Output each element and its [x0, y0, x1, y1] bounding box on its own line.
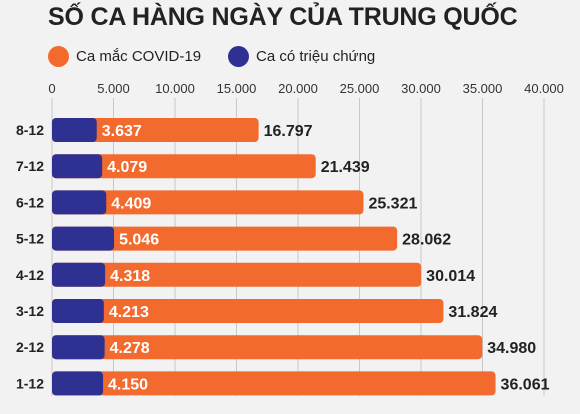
category-label: 2-12 [16, 339, 44, 355]
bar-symptomatic [52, 190, 107, 215]
x-tick-label: 25.000 [340, 81, 380, 96]
data-label-cases: 34.980 [487, 340, 536, 357]
data-label-cases: 31.824 [448, 304, 497, 321]
legend-swatch-cases [48, 46, 69, 67]
data-label-cases: 28.062 [402, 232, 451, 249]
category-label: 6-12 [16, 194, 44, 210]
bar-symptomatic [52, 154, 103, 179]
x-tick-label: 10.000 [155, 81, 195, 96]
bar-symptomatic [52, 262, 106, 287]
bar-symptomatic [52, 335, 105, 360]
legend-item-symptomatic: Ca có triệu chứng [228, 46, 375, 67]
legend-label-symptomatic: Ca có triệu chứng [256, 48, 376, 65]
legend-label-cases: Ca mắc COVID-19 [76, 48, 202, 65]
data-label-symptomatic: 5.046 [119, 232, 159, 249]
data-label-symptomatic: 4.318 [110, 268, 150, 285]
bar-cases [52, 226, 398, 251]
x-tick-label: 30.000 [401, 81, 441, 96]
category-label: 8-12 [16, 122, 44, 138]
x-tick-label: 35.000 [463, 81, 503, 96]
category-label: 4-12 [16, 267, 44, 283]
x-tick-label: 5.000 [97, 81, 130, 96]
data-label-cases: 30.014 [426, 268, 475, 285]
x-tick-label: 20.000 [278, 81, 318, 96]
data-label-cases: 21.439 [321, 159, 370, 176]
bar-symptomatic [52, 226, 115, 251]
category-label: 7-12 [16, 158, 44, 174]
bar-symptomatic [52, 118, 97, 142]
category-label: 5-12 [16, 231, 44, 247]
bar-cases [52, 190, 364, 215]
data-label-symptomatic: 3.637 [102, 123, 142, 140]
x-tick-label: 40.000 [524, 81, 564, 96]
bar-cases [52, 262, 422, 287]
bar-cases [52, 154, 316, 179]
data-label-symptomatic: 4.150 [108, 376, 148, 393]
bar-symptomatic [52, 371, 104, 396]
x-tick-label: 15.000 [217, 81, 257, 96]
data-label-cases: 16.797 [264, 123, 313, 140]
legend-swatch-symptomatic [228, 46, 249, 67]
data-label-cases: 25.321 [368, 195, 417, 212]
bar-cases [52, 371, 496, 396]
data-label-symptomatic: 4.409 [111, 195, 151, 212]
bar-cases [52, 118, 259, 142]
data-label-symptomatic: 4.213 [109, 304, 149, 321]
x-tick-label: 0 [48, 81, 55, 96]
bar-symptomatic [52, 299, 104, 323]
legend-item-cases: Ca mắc COVID-19 [48, 46, 201, 67]
chart-title: SỐ CA HÀNG NGÀY CỦA TRUNG QUỐC [48, 3, 518, 31]
category-label: 1-12 [16, 375, 44, 391]
data-label-cases: 36.061 [501, 376, 550, 393]
bar-cases [52, 299, 444, 323]
category-label: 3-12 [16, 303, 44, 319]
data-label-symptomatic: 4.278 [110, 340, 150, 357]
bar-cases [52, 335, 483, 360]
data-label-symptomatic: 4.079 [107, 159, 147, 176]
